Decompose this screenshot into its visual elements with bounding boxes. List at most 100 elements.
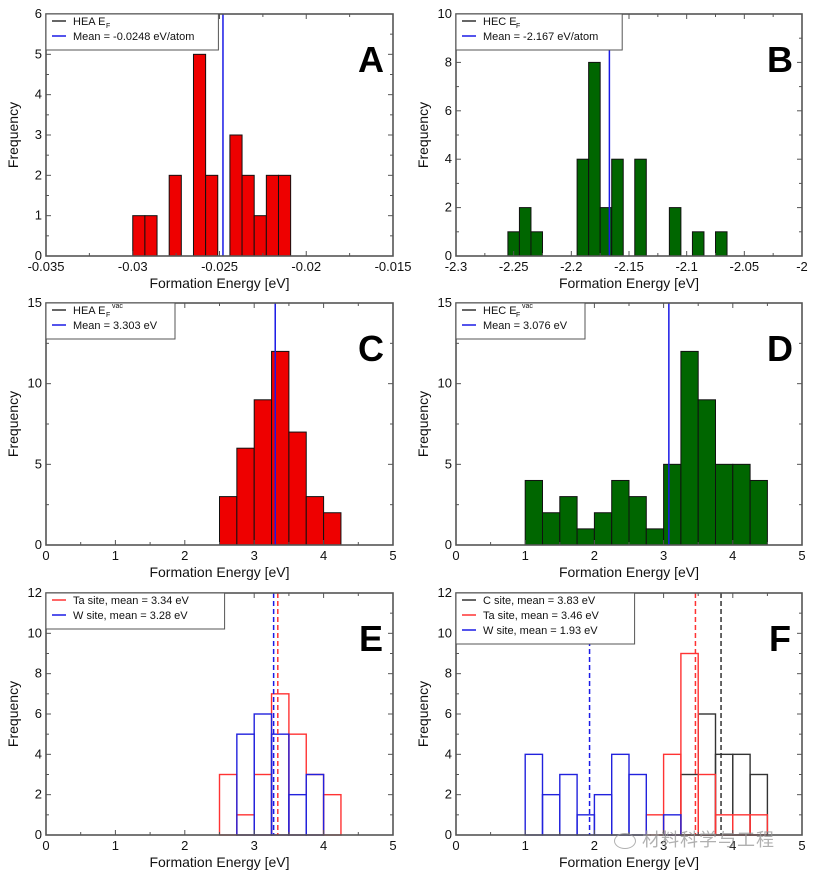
x-tick-label: -2.1 (675, 259, 697, 274)
panel-letter: C (358, 328, 384, 369)
x-tick-label: -0.02 (291, 259, 321, 274)
histogram-bar (715, 231, 728, 257)
x-axis-title: Formation Energy [eV] (559, 564, 699, 580)
histogram-bar (697, 399, 717, 546)
histogram-bar (588, 61, 601, 257)
histogram-bar (253, 399, 273, 546)
histogram-bar (265, 174, 279, 257)
histogram-bar (253, 215, 267, 257)
y-tick-label: 10 (28, 625, 42, 640)
x-axis-title: Formation Energy [eV] (559, 275, 699, 291)
legend-label: W site, mean = 1.93 eV (483, 625, 598, 637)
histogram-bar (305, 496, 325, 546)
x-tick-label: 5 (389, 548, 396, 563)
histogram-bar (241, 174, 255, 257)
histogram-bar (645, 528, 665, 546)
y-axis-title: Frequency (415, 102, 431, 168)
y-tick-label: 4 (35, 746, 42, 761)
panel-letter: F (769, 618, 791, 659)
histogram-bar (229, 134, 243, 257)
x-axis-title: Formation Energy [eV] (149, 854, 289, 870)
x-axis-title: Formation Energy [eV] (149, 564, 289, 580)
histogram-bar (323, 512, 342, 546)
legend-box (45, 13, 219, 51)
histogram-bar (732, 463, 751, 546)
y-axis-title: Frequency (5, 102, 21, 168)
x-axis-title: Formation Energy [eV] (149, 275, 289, 291)
panel-letter: A (358, 39, 384, 80)
legend-label: W site, mean = 3.28 eV (73, 610, 188, 622)
legend-label: Mean = 3.303 eV (73, 320, 158, 332)
histogram-bar (691, 231, 705, 257)
histogram-step-ta-site (322, 793, 342, 836)
histogram-step-ta-site (236, 814, 255, 836)
y-tick-label: 6 (445, 103, 452, 118)
y-tick-label: 10 (438, 6, 452, 21)
y-tick-label: 8 (445, 666, 452, 681)
y-tick-label: 6 (445, 706, 452, 721)
x-tick-label: 0 (42, 548, 49, 563)
histogram-step-w-site (305, 773, 325, 836)
histogram-step-w-site (593, 793, 613, 836)
y-tick-label: 2 (35, 167, 42, 182)
wechat-icon (614, 833, 636, 849)
legend-subscript: F (106, 312, 110, 319)
legend-subscript: F (516, 23, 520, 30)
histogram-bar (205, 174, 219, 257)
histogram-step-w-site (236, 733, 255, 836)
x-tick-label: 3 (660, 838, 667, 853)
x-tick-label: 1 (112, 838, 119, 853)
legend-box (455, 592, 636, 645)
y-tick-label: 2 (35, 787, 42, 802)
y-tick-label: 6 (35, 706, 42, 721)
legend-label: Mean = -0.0248 eV/atom (73, 31, 194, 43)
histogram-bar (749, 479, 768, 546)
y-tick-label: 0 (35, 248, 42, 263)
histogram-bar (518, 207, 532, 257)
y-tick-label: 1 (35, 208, 42, 223)
legend-label: Ta site, mean = 3.34 eV (73, 595, 190, 607)
histogram-bar (663, 463, 682, 546)
legend-box (455, 302, 586, 340)
x-tick-label: 4 (729, 838, 736, 853)
y-tick-label: 4 (35, 87, 42, 102)
y-tick-label: 0 (445, 248, 452, 263)
legend-label: HEA E (73, 16, 105, 28)
histogram-bar (611, 479, 630, 546)
legend-label: HEA E (73, 305, 105, 317)
histogram-bar (593, 512, 613, 546)
panel-b: -2.3 -2.25 -2.2 -2.15 -2.1 -2.05 -2 0 2 4 6 8 10 Form… (415, 6, 808, 291)
histogram-bar (132, 215, 146, 257)
histogram-bar (219, 496, 238, 546)
legend-box (45, 592, 226, 630)
histogram-bar (576, 158, 590, 257)
y-tick-label: 6 (35, 6, 42, 21)
histogram-bar (524, 479, 544, 546)
y-tick-label: 12 (28, 585, 42, 600)
panel-letter: E (359, 618, 383, 659)
y-tick-label: 10 (438, 376, 452, 391)
panel-c: 0 1 2 3 4 5 0 5 10 15 Formation Energy [eV] Frequen… (5, 295, 397, 580)
y-tick-label: 0 (445, 827, 452, 842)
histogram-bar (277, 174, 292, 257)
y-tick-label: 3 (35, 127, 42, 142)
panel-d: 0 1 2 3 4 5 0 5 10 15 Formation Energy [eV] Frequen… (415, 295, 806, 580)
y-tick-label: 0 (35, 537, 42, 552)
x-tick-label: 1 (112, 548, 119, 563)
histogram-step-c-site (714, 753, 734, 836)
histogram-bar (628, 496, 647, 546)
legend-superscript: vac (522, 303, 533, 310)
x-tick-label: 1 (522, 838, 529, 853)
x-tick-label: 4 (320, 838, 327, 853)
panel-a: -0.035 -0.03 -0.025 -0.02 -0.015 0 1 2 3 4 5 6 Forma… (5, 6, 411, 291)
legend: Ta site, mean = 3.34 eV W site, mean = 3.… (45, 592, 226, 630)
x-tick-label: 0 (42, 838, 49, 853)
x-tick-label: 5 (389, 838, 396, 853)
histogram-step-c-site (732, 753, 751, 836)
histogram-bar (168, 174, 182, 257)
histogram-bar (542, 512, 561, 546)
histogram-bar (715, 463, 734, 546)
